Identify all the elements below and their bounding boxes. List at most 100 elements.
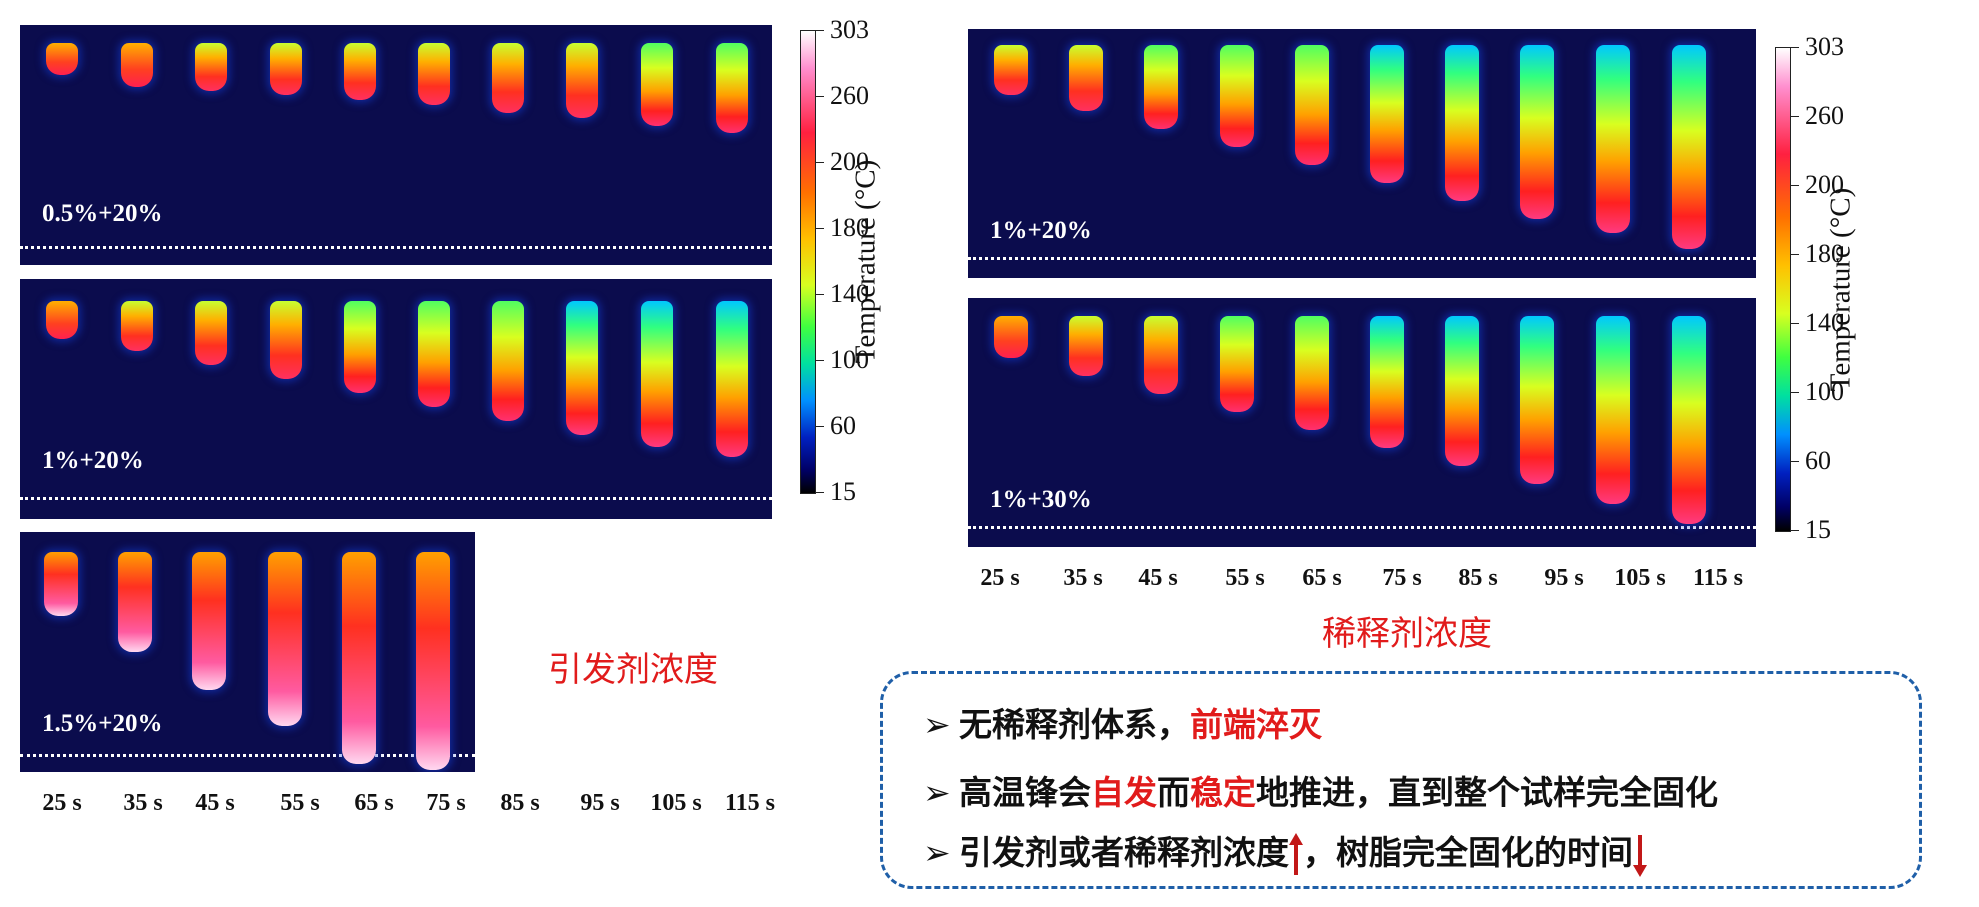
time-label: 105 s [650,790,702,816]
colorbar-tick [816,96,824,97]
dotted-end-line [968,526,1756,529]
colorbar-title: Temperature (°C) [1824,187,1857,391]
bullet-arrow-icon: ➢ [923,833,951,872]
sample-thermal-front [195,301,227,365]
summary-box: ➢ 无稀释剂体系，前端淬灭 ➢ 高温锋会自发而稳定地推进，直到整个试样完全固化 ➢ 引… [880,671,1922,889]
time-label: 115 s [1692,565,1744,591]
colorbar-tick-label: 260 [1805,101,1844,130]
colorbar-tick [816,228,824,229]
colorbar-tick-label: 260 [830,81,869,110]
thermal-panel-right-2: 1%+30% [968,298,1756,547]
thermal-panel-left-3: 1.5%+20% [20,532,475,772]
thermal-front-blob [268,552,302,726]
diluent-concentration-caption: 稀释剂浓度 [1322,614,1492,654]
thermal-front-blob [1596,45,1630,233]
dotted-end-line [20,497,772,500]
time-label: 75 s [1382,565,1422,591]
temperature-colorbar-right: 303 260 200 180 140 100 60 15 Temperature (°C) [1775,32,1925,544]
time-label: 65 s [1302,565,1342,591]
bullet-arrow-icon: ➢ [923,773,951,812]
sample-thermal-front [492,43,524,113]
thermal-front-blob [1220,316,1254,412]
summary-line-2: ➢ 高温锋会自发而稳定地推进，直到整个试样完全固化 [923,773,1718,812]
colorbar-tick-label: 140 [830,279,869,308]
colorbar-tick-label: 15 [830,477,856,506]
colorbar-tick-label: 200 [1805,170,1844,199]
sample-thermal-front [566,43,598,118]
colorbar-tick [816,360,824,361]
sample-thermal-front [1596,316,1630,504]
sample-thermal-front [1445,316,1479,466]
thermal-front-blob [1596,316,1630,504]
colorbar-tick-label: 60 [830,411,856,440]
time-label: 85 s [1458,565,1498,591]
time-label: 45 s [1138,565,1178,591]
time-label: 105 s [1614,565,1666,591]
time-label: 25 s [980,565,1020,591]
sample-thermal-front [1144,316,1178,394]
colorbar-tick-label: 303 [1805,32,1844,61]
sample-thermal-front [1220,316,1254,412]
sample-thermal-front [195,43,227,91]
thermal-front-blob [492,43,524,113]
decrease-arrow-icon [1633,833,1647,877]
colorbar-tick-label: 100 [830,345,869,374]
colorbar-tick-label: 140 [1805,308,1844,337]
thermal-front-blob [1295,45,1329,165]
increase-arrow-icon [1289,832,1303,877]
sample-thermal-front [1596,45,1630,233]
colorbar-tick-label: 200 [830,147,869,176]
sample-thermal-front [118,552,152,652]
colorbar-tick [1791,185,1799,186]
time-label: 35 s [1063,565,1103,591]
thermal-front-blob [418,301,450,407]
thermal-front-blob [195,301,227,365]
thermal-front-blob [195,43,227,91]
sample-thermal-front [270,43,302,95]
colorbar-gradient [800,30,816,494]
thermal-front-blob [1445,45,1479,201]
sample-thermal-front [1069,316,1103,376]
time-label: 75 s [426,790,466,816]
thermal-front-blob [641,301,673,447]
sample-thermal-front [344,43,376,100]
sample-thermal-front [1672,316,1706,524]
thermal-front-blob [492,301,524,421]
colorbar-tick [1791,116,1799,117]
colorbar-tick-label: 303 [830,15,869,44]
sample-thermal-front [268,552,302,726]
sample-thermal-front [1370,45,1404,183]
thermal-front-blob [1144,316,1178,394]
thermal-panel-right-1: 1%+20% [968,29,1756,278]
thermal-front-blob [1520,316,1554,484]
sample-thermal-front [418,301,450,407]
sample-thermal-front [418,43,450,105]
thermal-front-blob [416,552,450,770]
colorbar-gradient [1775,47,1791,532]
colorbar-tick [1791,323,1799,324]
dotted-end-line [20,754,475,757]
thermal-front-blob [994,45,1028,95]
sample-thermal-front [46,301,78,339]
time-label: 95 s [1544,565,1584,591]
thermal-front-blob [192,552,226,690]
thermal-panel-left-1: 0.5%+20% [20,25,772,265]
thermal-front-blob [716,301,748,457]
thermal-front-blob [716,43,748,133]
panel-label: 1.5%+20% [42,710,163,737]
sample-thermal-front [342,552,376,764]
thermal-front-blob [1672,45,1706,249]
sample-thermal-front [46,43,78,75]
temperature-colorbar-left: 303 260 200 180 140 100 60 15 Temperature (°C) [800,15,940,506]
colorbar-tick [816,30,824,31]
thermal-front-blob [44,552,78,616]
sample-thermal-front [994,316,1028,358]
sample-thermal-front [1295,316,1329,430]
colorbar-title: Temperature (°C) [849,159,882,364]
thermal-front-blob [118,552,152,652]
sample-thermal-front [192,552,226,690]
time-axis-left: 25 s 35 s 45 s 55 s 65 s 75 s 85 s 95 s 105 s 115… [0,790,800,820]
time-label: 55 s [1225,565,1265,591]
sample-thermal-front [1520,316,1554,484]
panel-label: 0.5%+20% [42,200,163,227]
